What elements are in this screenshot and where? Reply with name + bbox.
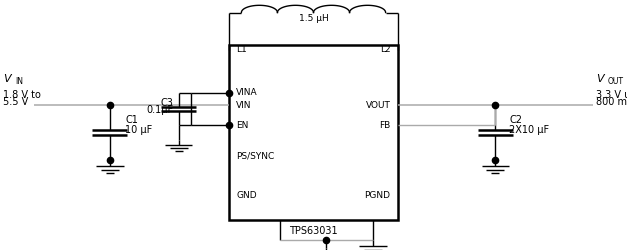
Text: PGND: PGND [365,190,391,200]
Text: FB: FB [379,120,391,130]
Text: GND: GND [236,190,257,200]
Text: VOUT: VOUT [366,100,391,110]
Text: 2X10 μF: 2X10 μF [509,125,549,135]
Text: V: V [3,74,11,84]
Text: L1: L1 [236,46,247,54]
Text: 1.8 V to: 1.8 V to [3,90,41,100]
Text: 800 mA: 800 mA [596,97,627,107]
Text: VIN: VIN [236,100,252,110]
Text: C3: C3 [161,98,174,108]
Text: L1: L1 [308,0,319,2]
Text: VINA: VINA [236,88,258,97]
Text: 0.1μF: 0.1μF [147,105,174,115]
Text: OUT: OUT [608,76,624,86]
Text: C1: C1 [125,115,139,125]
Text: PS/SYNC: PS/SYNC [236,152,275,161]
Text: C2: C2 [509,115,522,125]
Text: IN: IN [15,76,23,86]
Bar [229,45,398,220]
Text: 10 μF: 10 μF [125,125,152,135]
Text: TPS63031: TPS63031 [289,226,338,236]
Text: 1.5 μH: 1.5 μH [298,14,329,23]
Text: V: V [596,74,603,84]
Text: 3.3 V up to: 3.3 V up to [596,90,627,100]
Text: L2: L2 [380,46,391,54]
Text: 5.5 V: 5.5 V [3,97,28,107]
Text: EN: EN [236,120,249,130]
